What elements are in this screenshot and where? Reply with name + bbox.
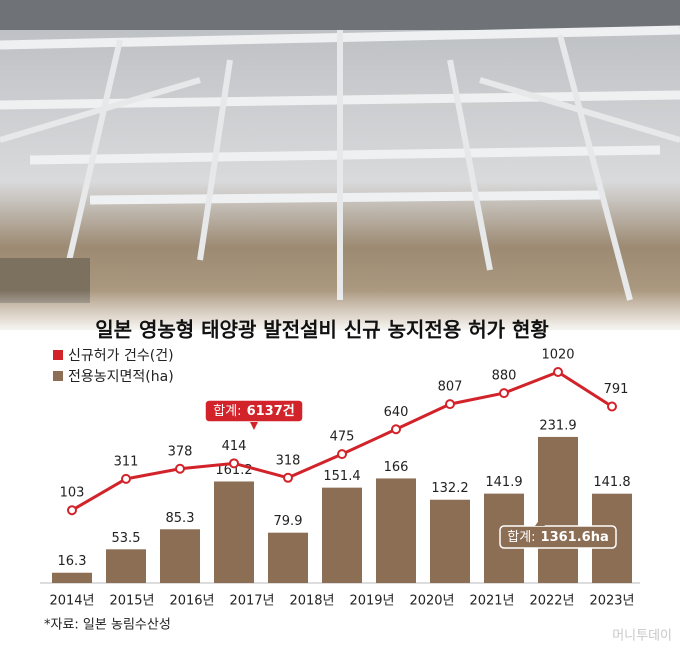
bar-value-label: 16.3	[58, 554, 87, 569]
line-point	[283, 472, 293, 483]
line-point	[337, 449, 347, 460]
bar-value-label: 231.9	[539, 418, 576, 433]
line-point	[175, 463, 185, 474]
bar-value-label: 166	[384, 460, 409, 475]
line-point	[553, 367, 563, 377]
x-tick-label: 2020년	[409, 594, 454, 609]
line-point	[121, 473, 131, 484]
line-point	[67, 505, 77, 516]
line-point	[499, 388, 509, 399]
line-value-label: 475	[330, 430, 355, 445]
x-tick-label: 2023년	[589, 594, 634, 609]
bar	[376, 478, 416, 583]
line-point	[607, 401, 617, 412]
bar-value-label: 151.4	[323, 469, 360, 484]
x-tick-label: 2022년	[529, 594, 574, 609]
watermark: 머니투데이	[612, 629, 672, 644]
annotation-pointer	[250, 422, 258, 430]
bar	[430, 499, 470, 583]
legend-swatch	[53, 371, 63, 381]
bar-value-label: 53.5	[112, 531, 141, 546]
line-value-label: 1020	[541, 348, 574, 363]
line-value-label: 318	[276, 453, 301, 468]
line-value-label: 311	[114, 454, 139, 469]
bar	[160, 529, 200, 583]
x-tick-label: 2016년	[169, 594, 214, 609]
line-point	[391, 424, 401, 435]
annotation-box	[499, 525, 617, 549]
bar-value-label: 141.9	[485, 475, 522, 490]
line-value-label: 807	[438, 380, 463, 395]
legend-label: 신규허가 건수(건)	[68, 348, 174, 364]
bar-value-label: 85.3	[166, 511, 195, 526]
annotation-value: 1361.6ha	[541, 530, 609, 545]
bar	[106, 549, 146, 583]
bar	[538, 436, 578, 583]
bar-value-label: 132.2	[431, 481, 468, 496]
annotation-value: 6137건	[247, 403, 295, 419]
x-tick-label: 2021년	[469, 594, 514, 609]
bar	[52, 572, 92, 583]
line-value-label: 791	[604, 382, 629, 397]
line-value-label: 378	[168, 444, 193, 459]
line-value-label: 640	[384, 405, 409, 420]
line-value-label: 414	[222, 439, 247, 454]
annotation-label: 합계:	[213, 404, 241, 419]
annotation: 합계: 6137건	[213, 403, 294, 419]
photo	[0, 0, 680, 335]
x-tick-label: 2018년	[289, 594, 334, 609]
bar	[322, 487, 362, 583]
chart-title: 일본 영농형 태양광 발전설비 신규 농지전용 허가 현황	[95, 318, 549, 342]
x-tick-label: 2015년	[109, 594, 154, 609]
annotation-pointer	[535, 519, 545, 526]
x-tick-label: 2014년	[49, 594, 94, 609]
legend-label: 전용농지면적(ha)	[68, 369, 174, 385]
bar	[268, 532, 308, 583]
line-value-label: 103	[60, 486, 85, 501]
annotation: 합계: 1361.6ha	[507, 530, 609, 545]
legend-swatch	[53, 350, 63, 360]
x-tick-label: 2019년	[349, 594, 394, 609]
bar	[214, 481, 254, 583]
line-point	[229, 458, 239, 469]
annotation-label: 합계:	[507, 530, 535, 545]
source: *자료: 일본 농림수산성	[44, 618, 171, 633]
bar-value-label: 79.9	[274, 514, 303, 529]
line-point	[445, 399, 455, 410]
x-tick-label: 2017년	[229, 594, 274, 609]
line-value-label: 880	[492, 369, 517, 384]
bar-value-label: 141.8	[593, 475, 630, 490]
